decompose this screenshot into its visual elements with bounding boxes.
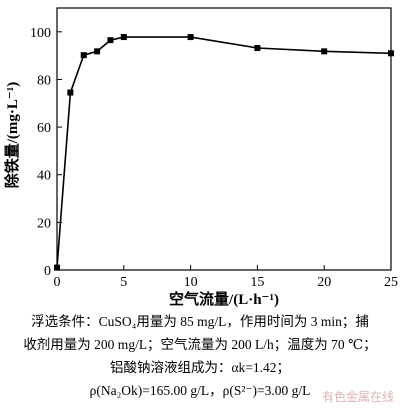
data-point-6: [187, 34, 194, 41]
x-tick-label-0: 0: [54, 275, 61, 290]
data-point-8: [321, 48, 328, 55]
y-tick-label-0: 0: [44, 264, 51, 279]
y-tick-label-3: 60: [37, 121, 51, 136]
line-chart: 0 5 10 15 20 25 0 20 40 60 80 100 空气流量/(L·h⁻¹) 除铁量/…: [3, 7, 398, 308]
data-point-7: [254, 45, 261, 52]
data-point-2: [80, 52, 87, 59]
x-tick-label-1: 5: [120, 275, 127, 290]
caption-line-4: ρ(Na₂Ok)=165.00 g/L，ρ(S²⁻)=3.00 g/L: [89, 383, 311, 398]
caption-line-3: 铝酸钠溶液组成为：αk=1.42；: [109, 360, 291, 375]
x-tick-label-3: 15: [250, 275, 264, 290]
data-point-5: [120, 34, 127, 41]
y-tick-label-2: 40: [37, 169, 51, 184]
x-tick-label-4: 20: [317, 275, 331, 290]
x-tick-label-2: 10: [184, 275, 198, 290]
series-0-line: [56, 36, 392, 268]
y-tick-label-1: 20: [37, 216, 51, 231]
data-point-1: [67, 89, 74, 96]
watermark: 有色金属在线: [321, 390, 394, 404]
caption-line-1: 浮选条件：CuSO₄用量为 85 mg/L，作用时间为 3 min；捕: [31, 314, 369, 329]
y-axis-label: 除铁量/(mg·L⁻¹): [3, 82, 21, 189]
data-point-9: [388, 50, 394, 57]
y-tick-label-5: 100: [30, 26, 51, 41]
y-tick-label-4: 80: [37, 73, 51, 88]
data-point-0: [54, 264, 60, 271]
data-point-3: [94, 48, 101, 55]
caption-line-2: 收剂用量为 200 mg/L；空气流量为 200 L/h；温度为 70 ℃；: [23, 337, 377, 352]
x-tick-label-5: 25: [384, 275, 398, 290]
plot-frame: [56, 7, 392, 271]
data-point-4: [107, 37, 114, 44]
x-axis-label: 空气流量/(L·h⁻¹): [169, 290, 279, 308]
plot-area: 0 5 10 15 20 25 0 20 40 60 80 100: [30, 7, 398, 290]
